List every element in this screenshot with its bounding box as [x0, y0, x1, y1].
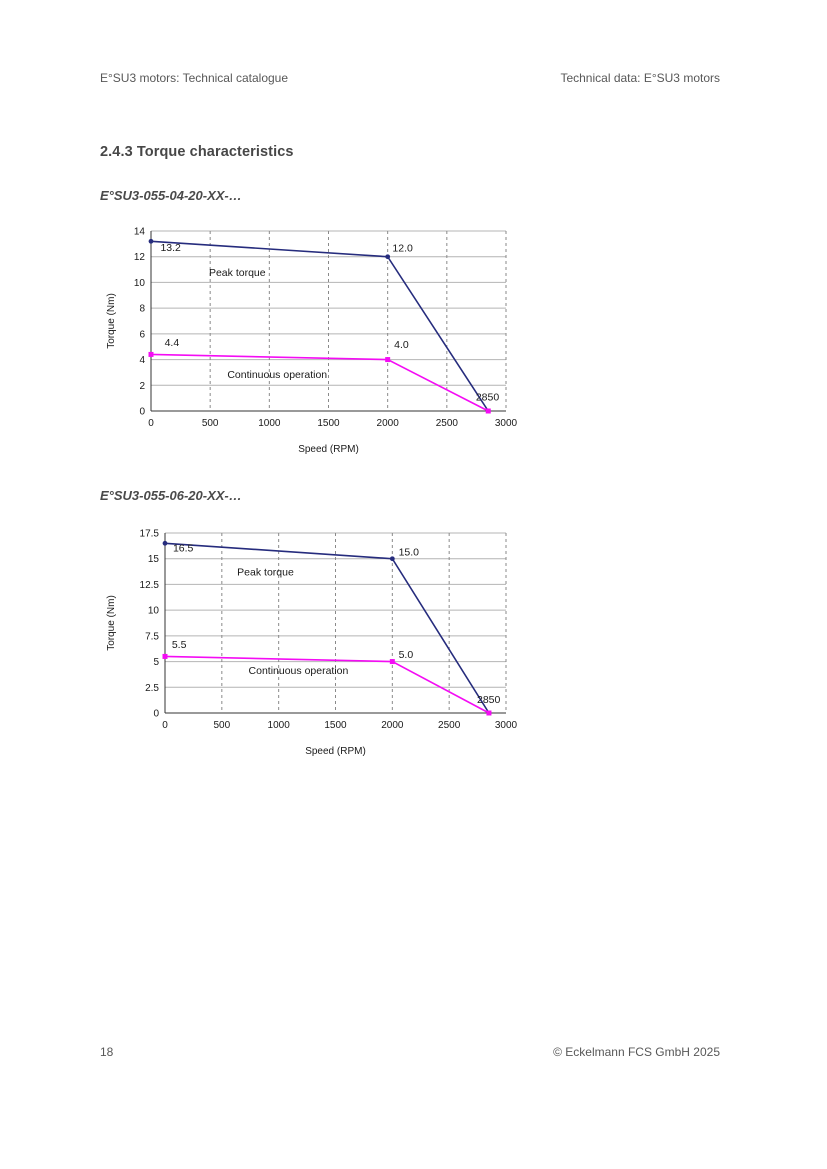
svg-text:3000: 3000	[495, 418, 517, 429]
svg-text:5.0: 5.0	[399, 649, 414, 661]
svg-text:12: 12	[134, 252, 146, 263]
svg-text:15: 15	[148, 554, 160, 565]
svg-text:5.5: 5.5	[172, 639, 187, 651]
page-number: 18	[100, 1045, 114, 1059]
svg-text:12.5: 12.5	[140, 580, 160, 591]
svg-text:0: 0	[153, 709, 159, 720]
svg-text:10: 10	[148, 606, 160, 617]
svg-text:1500: 1500	[317, 418, 340, 429]
header-left-text: E°SU3 motors: Technical catalogue	[100, 71, 289, 85]
torque-chart-esu3-055-04: 0 2 4 6 8 10 12 14 0 500 1000 1500 2000 2500 3000 Speed…	[103, 221, 517, 459]
header-right-text: Technical data: E°SU3 motors	[560, 71, 720, 85]
svg-text:2850: 2850	[476, 392, 500, 404]
svg-text:6: 6	[139, 329, 145, 340]
svg-text:16.5: 16.5	[173, 543, 194, 555]
section-title: 2.4.3 Torque characteristics	[100, 144, 294, 160]
copyright-text: © Eckelmann FCS GmbH 2025	[553, 1045, 720, 1059]
svg-text:8: 8	[139, 304, 145, 315]
svg-text:Torque (Nm): Torque (Nm)	[106, 595, 117, 651]
svg-text:2850: 2850	[477, 694, 501, 706]
svg-text:13.2: 13.2	[160, 242, 181, 254]
svg-text:12.0: 12.0	[392, 243, 413, 255]
svg-text:1500: 1500	[324, 720, 347, 731]
page-footer: 18 © Eckelmann FCS GmbH 2025	[100, 1045, 720, 1059]
svg-text:7.5: 7.5	[145, 631, 159, 642]
svg-text:5: 5	[153, 657, 159, 668]
torque-chart-esu3-055-06: 0 2.5 5 7.5 10 12.5 15 17.5 0 500 1000 1500 2000 2500…	[103, 523, 517, 761]
svg-text:2500: 2500	[436, 418, 459, 429]
svg-text:Speed (RPM): Speed (RPM)	[298, 444, 359, 455]
svg-text:4.0: 4.0	[394, 339, 409, 351]
svg-text:10: 10	[134, 278, 146, 289]
svg-text:17.5: 17.5	[140, 529, 160, 540]
svg-text:Continuous operation: Continuous operation	[249, 665, 349, 677]
svg-text:0: 0	[162, 720, 168, 731]
svg-text:2000: 2000	[381, 720, 404, 731]
figure-caption-esu3-055-06: E°SU3-055-06-20-XX-…	[100, 488, 242, 503]
svg-text:Torque (Nm): Torque (Nm)	[106, 293, 117, 349]
svg-text:14: 14	[134, 227, 146, 238]
svg-text:0: 0	[139, 407, 145, 418]
svg-text:3000: 3000	[495, 720, 517, 731]
svg-text:2500: 2500	[438, 720, 461, 731]
svg-text:15.0: 15.0	[399, 547, 420, 559]
figure-caption-esu3-055-04: E°SU3-055-04-20-XX-…	[100, 188, 242, 203]
svg-text:2.5: 2.5	[145, 683, 159, 694]
svg-text:1000: 1000	[268, 720, 291, 731]
svg-text:Peak torque: Peak torque	[209, 267, 266, 279]
svg-text:4.4: 4.4	[165, 337, 180, 349]
svg-text:Continuous operation: Continuous operation	[227, 369, 327, 381]
svg-text:2: 2	[139, 381, 145, 392]
svg-text:500: 500	[213, 720, 230, 731]
svg-text:Peak torque: Peak torque	[237, 567, 294, 579]
svg-text:500: 500	[202, 418, 219, 429]
svg-text:1000: 1000	[258, 418, 281, 429]
svg-text:2000: 2000	[377, 418, 400, 429]
svg-text:0: 0	[148, 418, 154, 429]
page-header: E°SU3 motors: Technical catalogue Techni…	[100, 71, 720, 85]
svg-text:4: 4	[139, 355, 145, 366]
svg-text:Speed (RPM): Speed (RPM)	[305, 746, 366, 757]
